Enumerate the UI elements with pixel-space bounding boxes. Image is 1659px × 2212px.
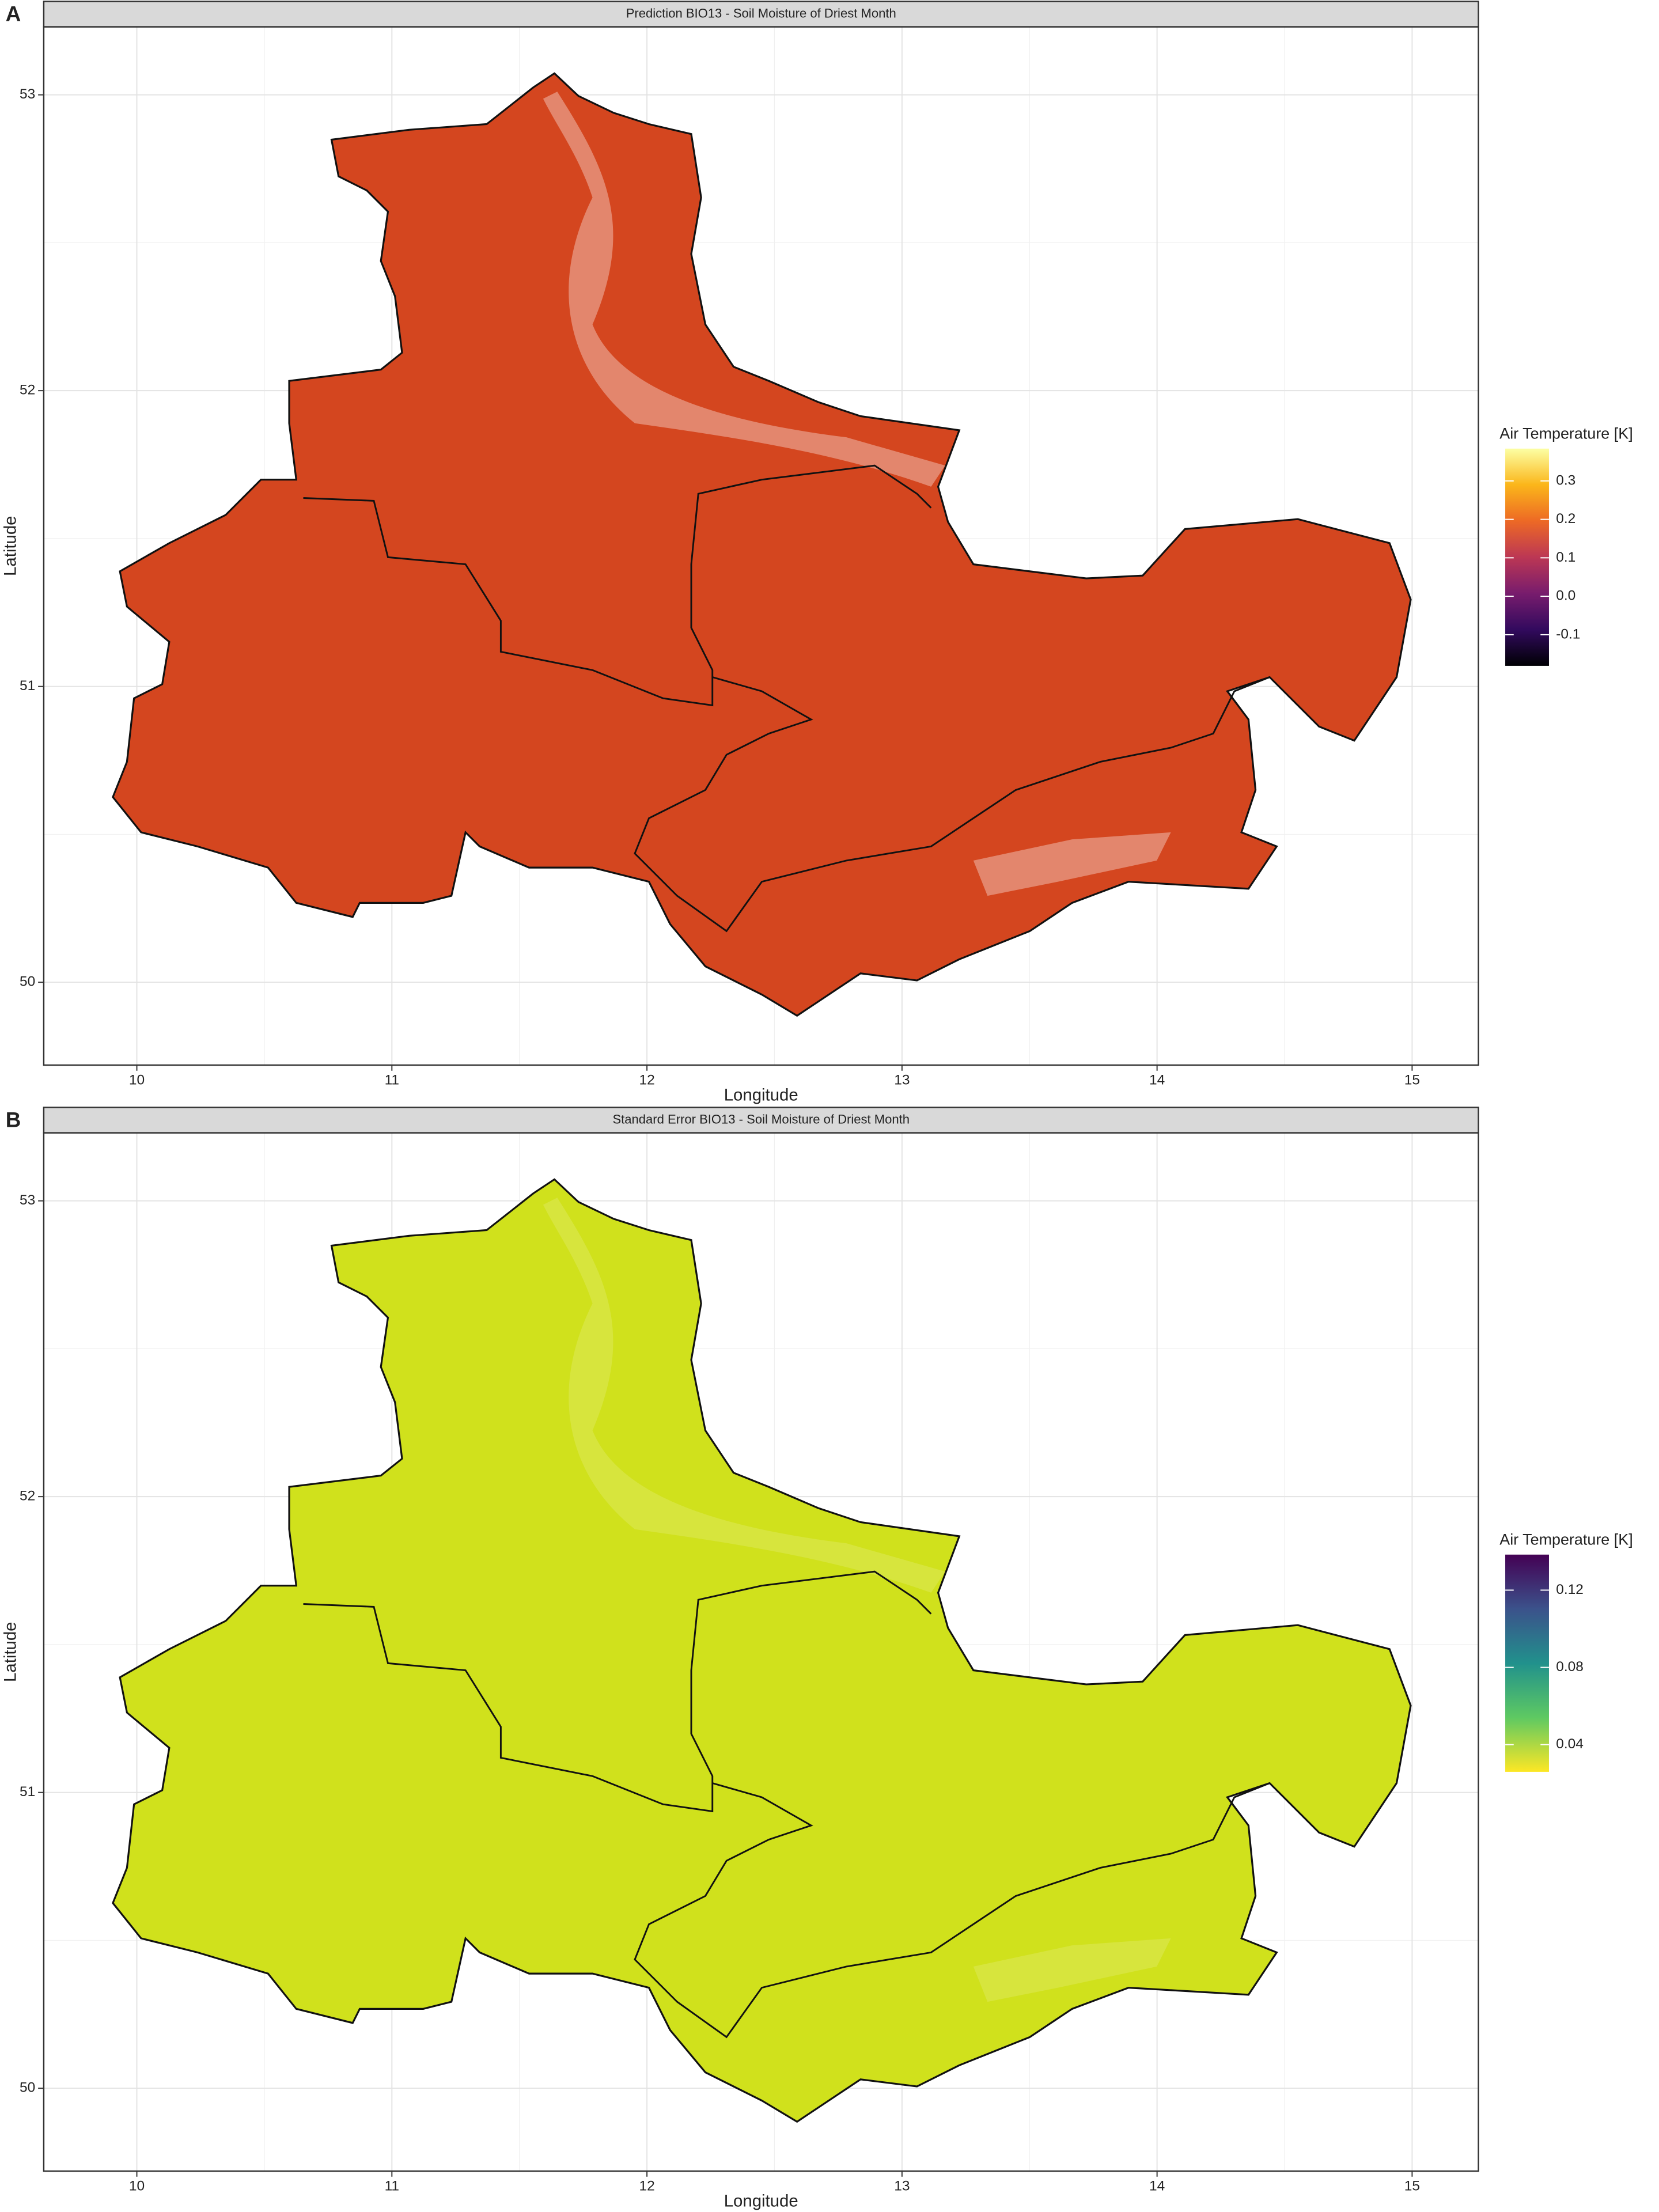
strip-title: Standard Error BIO13 - Soil Moisture of …	[612, 1112, 910, 1126]
x-tick-label: 14	[1149, 1072, 1165, 1088]
x-axis-label: Longitude	[724, 2192, 798, 2211]
strip-title: Prediction BIO13 - Soil Moisture of Drie…	[626, 6, 896, 20]
x-tick-label: 10	[129, 1072, 145, 1088]
y-axis-label: Latitude	[1, 1622, 20, 1682]
strip	[43, 1, 1479, 28]
x-tick-label: 11	[385, 2178, 399, 2194]
y-tick-label: 52	[20, 382, 35, 398]
x-tick-label: 11	[385, 1072, 399, 1088]
colorbar-tick-label: 0.2	[1556, 511, 1575, 527]
colorbar-tick-label: 0.3	[1556, 472, 1575, 488]
colorbar	[1505, 1554, 1549, 1772]
y-tick-label: 51	[20, 678, 35, 694]
colorbar-tick-label: 0.0	[1556, 588, 1575, 604]
panel-label: A	[6, 2, 21, 26]
y-tick-label: 50	[20, 974, 35, 990]
panel: 10 11 12 13 14 15 50 51 52 53 Prediction BIO13 - S…	[1, 1, 1633, 1105]
x-tick-label: 15	[1404, 1072, 1420, 1088]
y-tick-label: 53	[20, 86, 35, 102]
x-tick-label: 10	[129, 2178, 145, 2194]
x-tick-label: 14	[1149, 2178, 1165, 2194]
x-tick-label: 12	[639, 1072, 654, 1088]
strip	[43, 1107, 1479, 1134]
y-axis-label: Latitude	[1, 516, 20, 576]
panel: 10 11 12 13 14 15 50 51 52 53 Standard Error BIO13…	[1, 1107, 1633, 2211]
y-tick-label: 52	[20, 1488, 35, 1504]
x-tick-label: 15	[1404, 2178, 1420, 2194]
legend-title: Air Temperature [K]	[1499, 425, 1633, 442]
x-axis-label: Longitude	[724, 1086, 798, 1105]
colorbar-tick-label: 0.12	[1556, 1582, 1584, 1597]
panel-label: B	[6, 1108, 21, 1132]
y-tick-label: 51	[20, 1784, 35, 1800]
colorbar-tick-label: 0.08	[1556, 1659, 1584, 1675]
y-tick-label: 50	[20, 2080, 35, 2096]
colorbar-tick-label: 0.04	[1556, 1736, 1584, 1752]
y-tick-label: 53	[20, 1192, 35, 1208]
legend-title: Air Temperature [K]	[1499, 1531, 1633, 1548]
colorbar-tick-label: -0.1	[1556, 626, 1580, 642]
x-tick-label: 13	[894, 1072, 910, 1088]
x-tick-label: 12	[639, 2178, 654, 2194]
colorbar	[1505, 448, 1549, 666]
colorbar-tick-label: 0.1	[1556, 550, 1575, 565]
x-tick-label: 13	[894, 2178, 910, 2194]
